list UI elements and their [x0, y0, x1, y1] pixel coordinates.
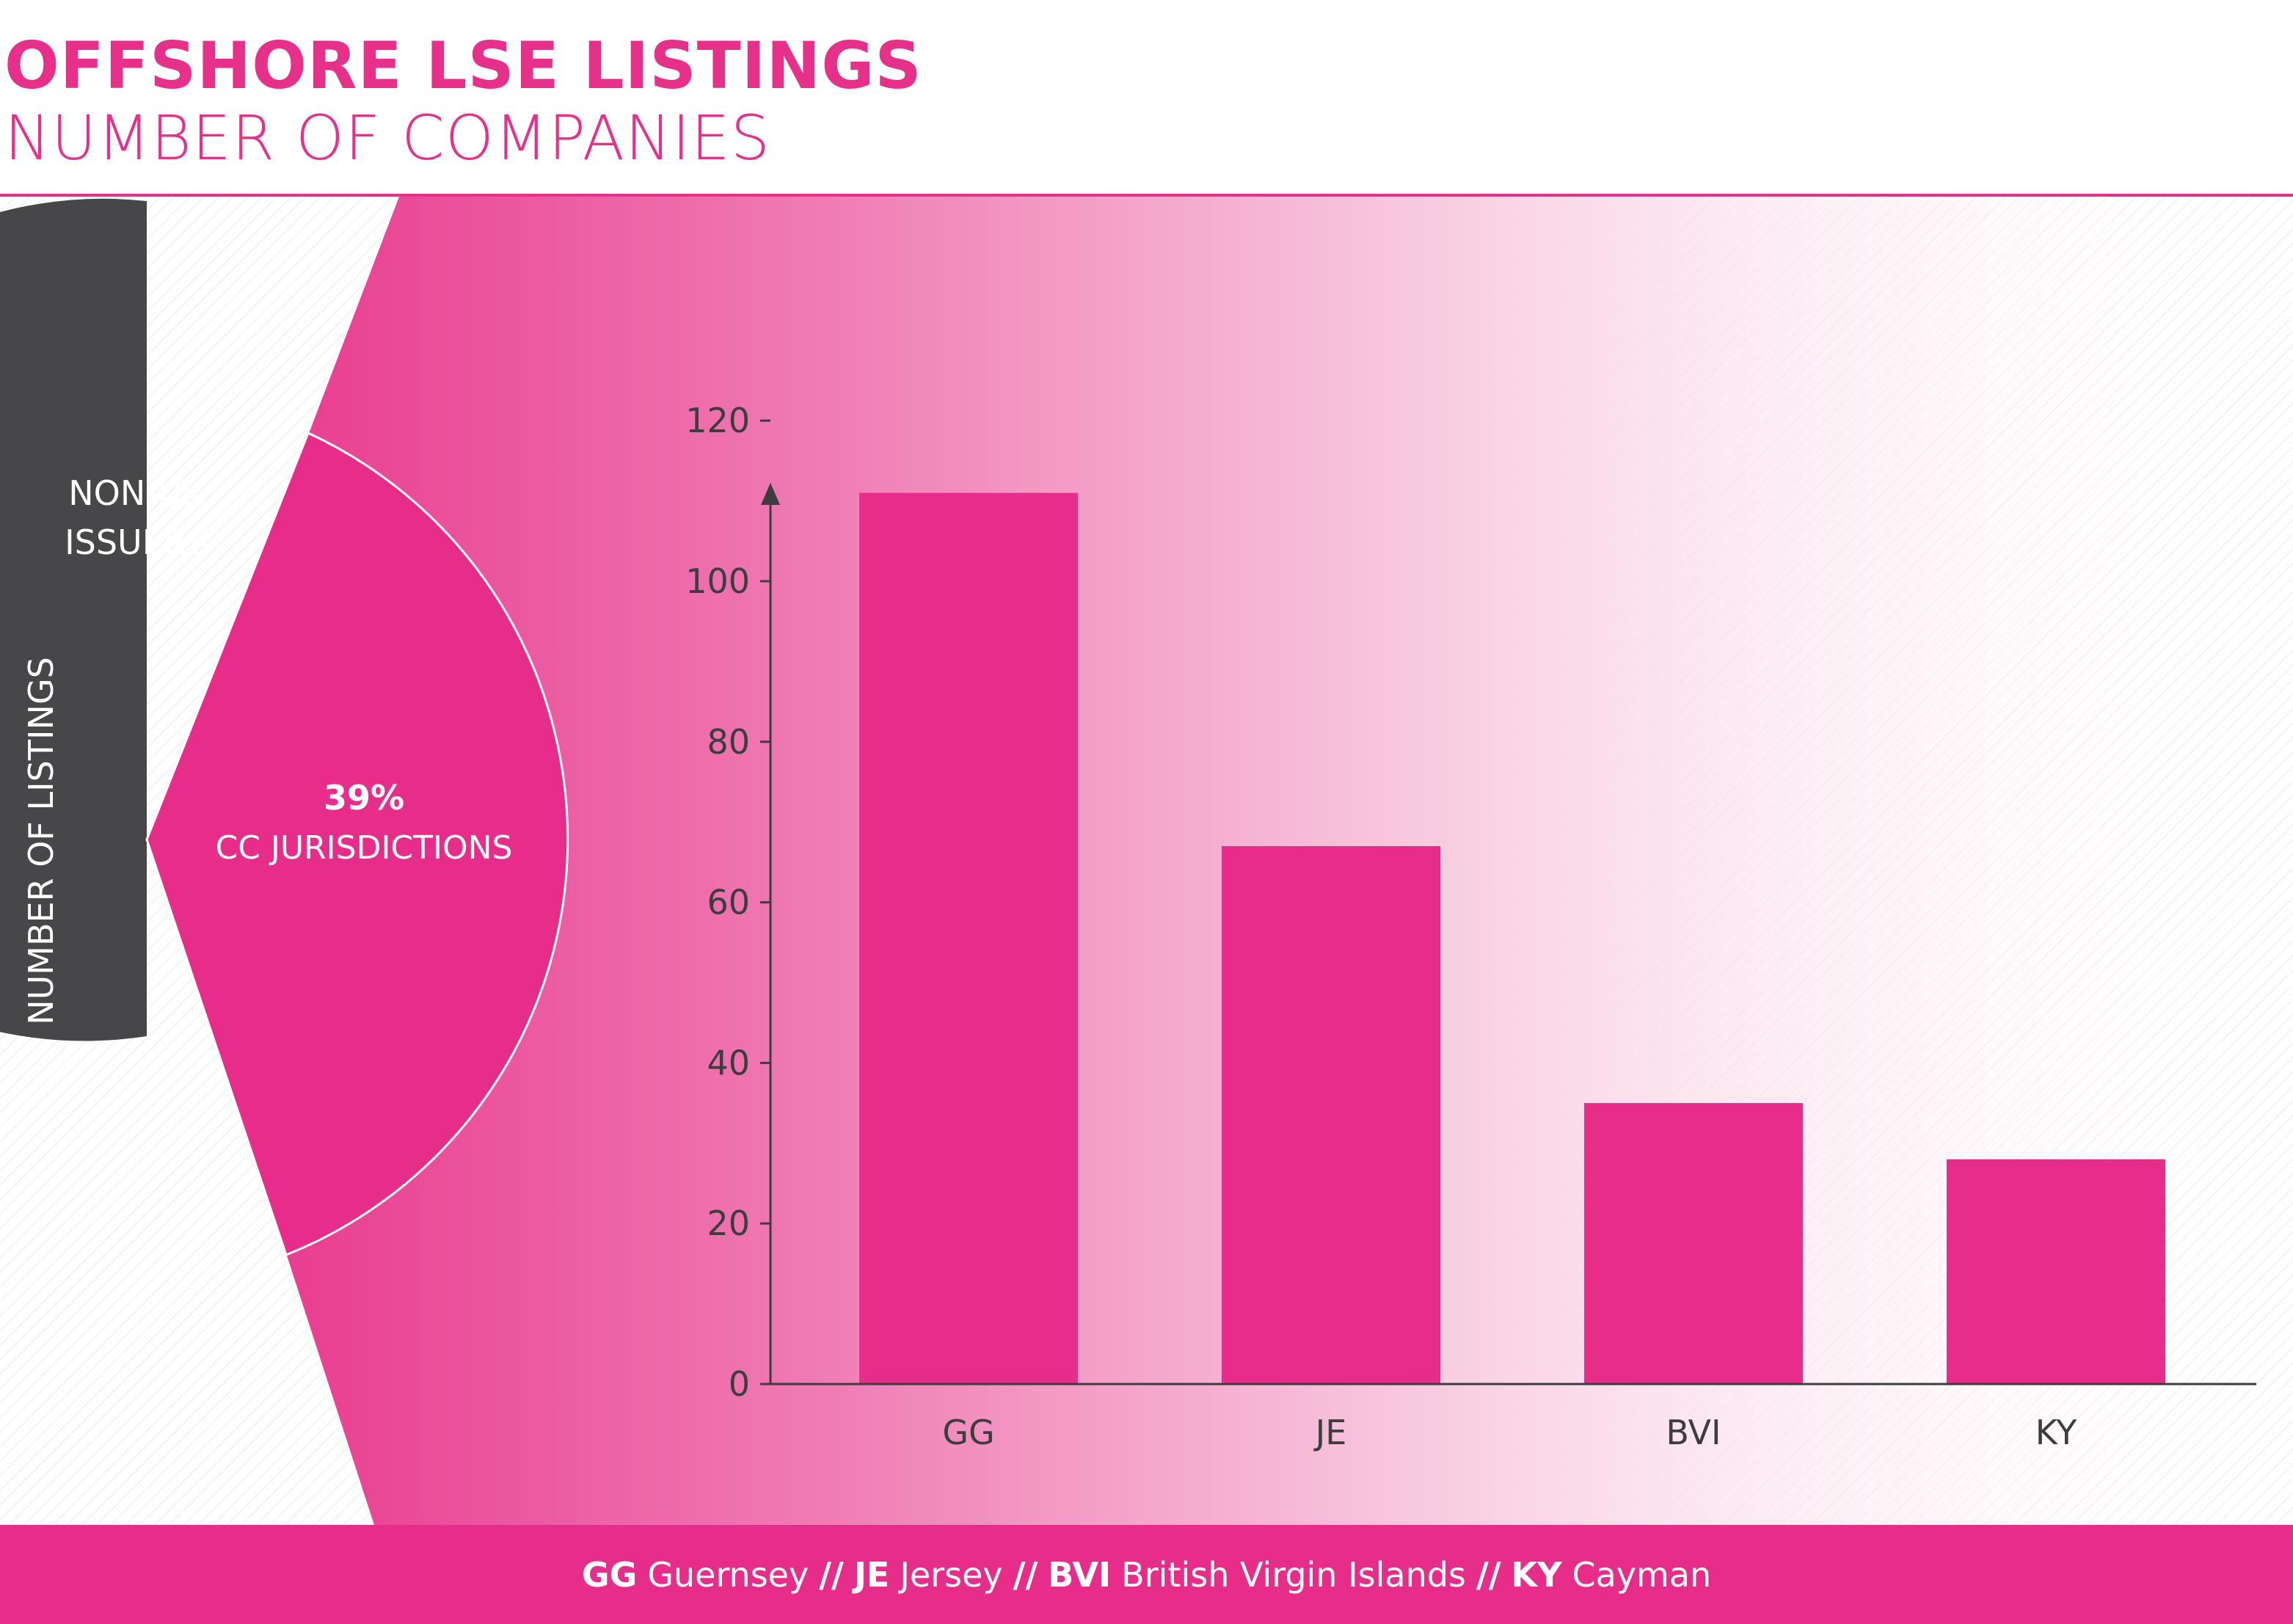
pie-slice-cc-jurisdictions: [145, 431, 569, 1256]
pie-label-non-uk-line1: NON-UK: [68, 473, 205, 513]
y-axis-arrow-icon: [761, 483, 780, 505]
y-tick-label: 100: [685, 561, 750, 601]
pie-label-non-uk-line2: ISSUERS: [65, 522, 208, 562]
x-tick-label-gg: GG: [942, 1413, 994, 1452]
footer-name-je: Jersey: [900, 1554, 1003, 1595]
footer-code-je: JE: [853, 1554, 890, 1595]
chart-subtitle: NUMBER OF COMPANIES: [4, 102, 771, 174]
header-divider: [0, 194, 2293, 197]
x-tick-label-bvi: BVI: [1666, 1413, 1721, 1452]
pie-label-cc-jurisdictions: CC JURISDICTIONS: [215, 829, 512, 867]
axes: 0 20 40 60 80 100 120: [685, 401, 2256, 1404]
bar-gg: [859, 492, 1078, 1384]
y-tick-label: 60: [707, 883, 750, 922]
y-tick-label: 20: [707, 1204, 750, 1243]
x-tick-label-ky: KY: [2035, 1413, 2078, 1452]
y-tick-label: 0: [729, 1364, 750, 1404]
pie-slice-non-uk-issuers: [0, 198, 147, 1041]
footer-code-gg: GG: [581, 1554, 638, 1595]
footer-code-bvi: BVI: [1048, 1554, 1112, 1595]
header: OFFSHORE LSE LISTINGS NUMBER OF COMPANIE…: [0, 0, 2293, 197]
footer-name-bvi: British Virgin Islands: [1121, 1554, 1466, 1595]
footer-legend: GG Guernsey // JE Jersey // BVI British Vir…: [0, 1525, 2293, 1624]
y-tick-label: 80: [707, 722, 750, 762]
bar-series: GG JE BVI KY: [859, 492, 2165, 1452]
y-tick-label: 120: [685, 401, 750, 440]
x-tick-label-je: JE: [1313, 1413, 1347, 1452]
y-axis-title: NUMBER OF LISTINGS: [21, 657, 61, 1025]
chart-svg: NON-UK ISSUERS 39% CC JURISDICTIONS NUMB…: [0, 197, 2293, 1525]
y-tick-label: 40: [707, 1043, 750, 1082]
footer-separator: //: [1013, 1554, 1038, 1595]
footer-separator: //: [819, 1554, 844, 1595]
footer-name-ky: Cayman: [1572, 1554, 1712, 1595]
bar-je: [1222, 846, 1440, 1384]
footer-code-ky: KY: [1511, 1554, 1562, 1595]
footer-separator: //: [1476, 1554, 1501, 1595]
pie-chart: NON-UK ISSUERS 39% CC JURISDICTIONS NUMB…: [0, 198, 569, 1256]
bar-ky: [1947, 1159, 2165, 1384]
bar-bvi: [1584, 1103, 1803, 1384]
chart-title: OFFSHORE LSE LISTINGS: [4, 28, 922, 103]
footer-name-gg: Guernsey: [647, 1554, 809, 1595]
chart-panel: NON-UK ISSUERS 39% CC JURISDICTIONS NUMB…: [0, 197, 2293, 1525]
pie-percent-label: 39%: [324, 778, 404, 818]
